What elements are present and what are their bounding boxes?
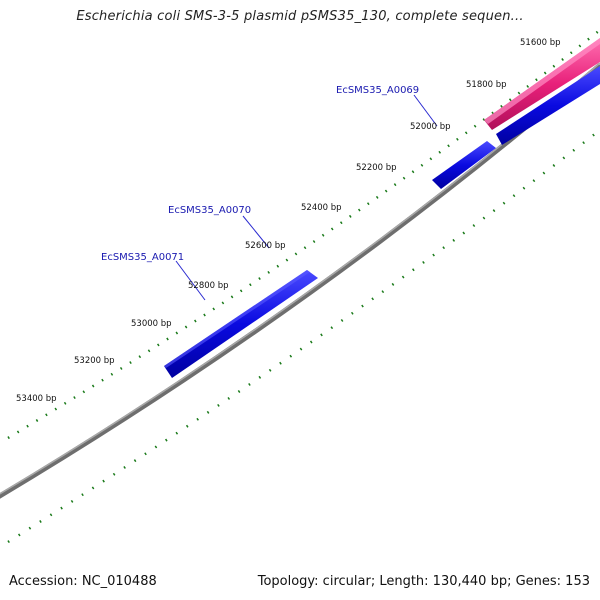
outer-scale-track — [7, 29, 600, 440]
tick-label: 51800 bp — [466, 80, 507, 90]
tick-label: 51600 bp — [520, 38, 561, 48]
accession-text: Accession: NC_010488 — [9, 574, 157, 589]
gene-label[interactable]: EcSMS35_A0070 — [168, 205, 251, 216]
tick-label: 53000 bp — [131, 319, 172, 329]
map-title: Escherichia coli SMS-3-5 plasmid pSMS35_… — [76, 9, 524, 24]
tick-label: 52800 bp — [188, 281, 229, 291]
pink-feature[interactable] — [484, 38, 600, 130]
tick-label: 53200 bp — [74, 356, 115, 366]
tick-label: 52600 bp — [245, 241, 286, 251]
tick-label: 52000 bp — [410, 122, 451, 132]
gene-arrow-middle[interactable] — [432, 141, 496, 189]
gene-label[interactable]: EcSMS35_A0069 — [336, 85, 419, 96]
summary-text: Topology: circular; Length: 130,440 bp; … — [257, 574, 590, 589]
leader-a0070 — [242, 215, 270, 249]
tick-label: 52400 bp — [301, 203, 342, 213]
leader-a0071 — [175, 260, 206, 301]
leader-a0069 — [413, 94, 438, 127]
gene-label[interactable]: EcSMS35_A0071 — [101, 252, 184, 263]
tick-label: 52200 bp — [356, 163, 397, 173]
gene-ecsms35-a0070[interactable] — [164, 270, 318, 378]
tick-label: 53400 bp — [16, 394, 57, 404]
inner-scale-track — [7, 129, 600, 544]
gene-ecsms35-a0069[interactable] — [496, 66, 600, 145]
